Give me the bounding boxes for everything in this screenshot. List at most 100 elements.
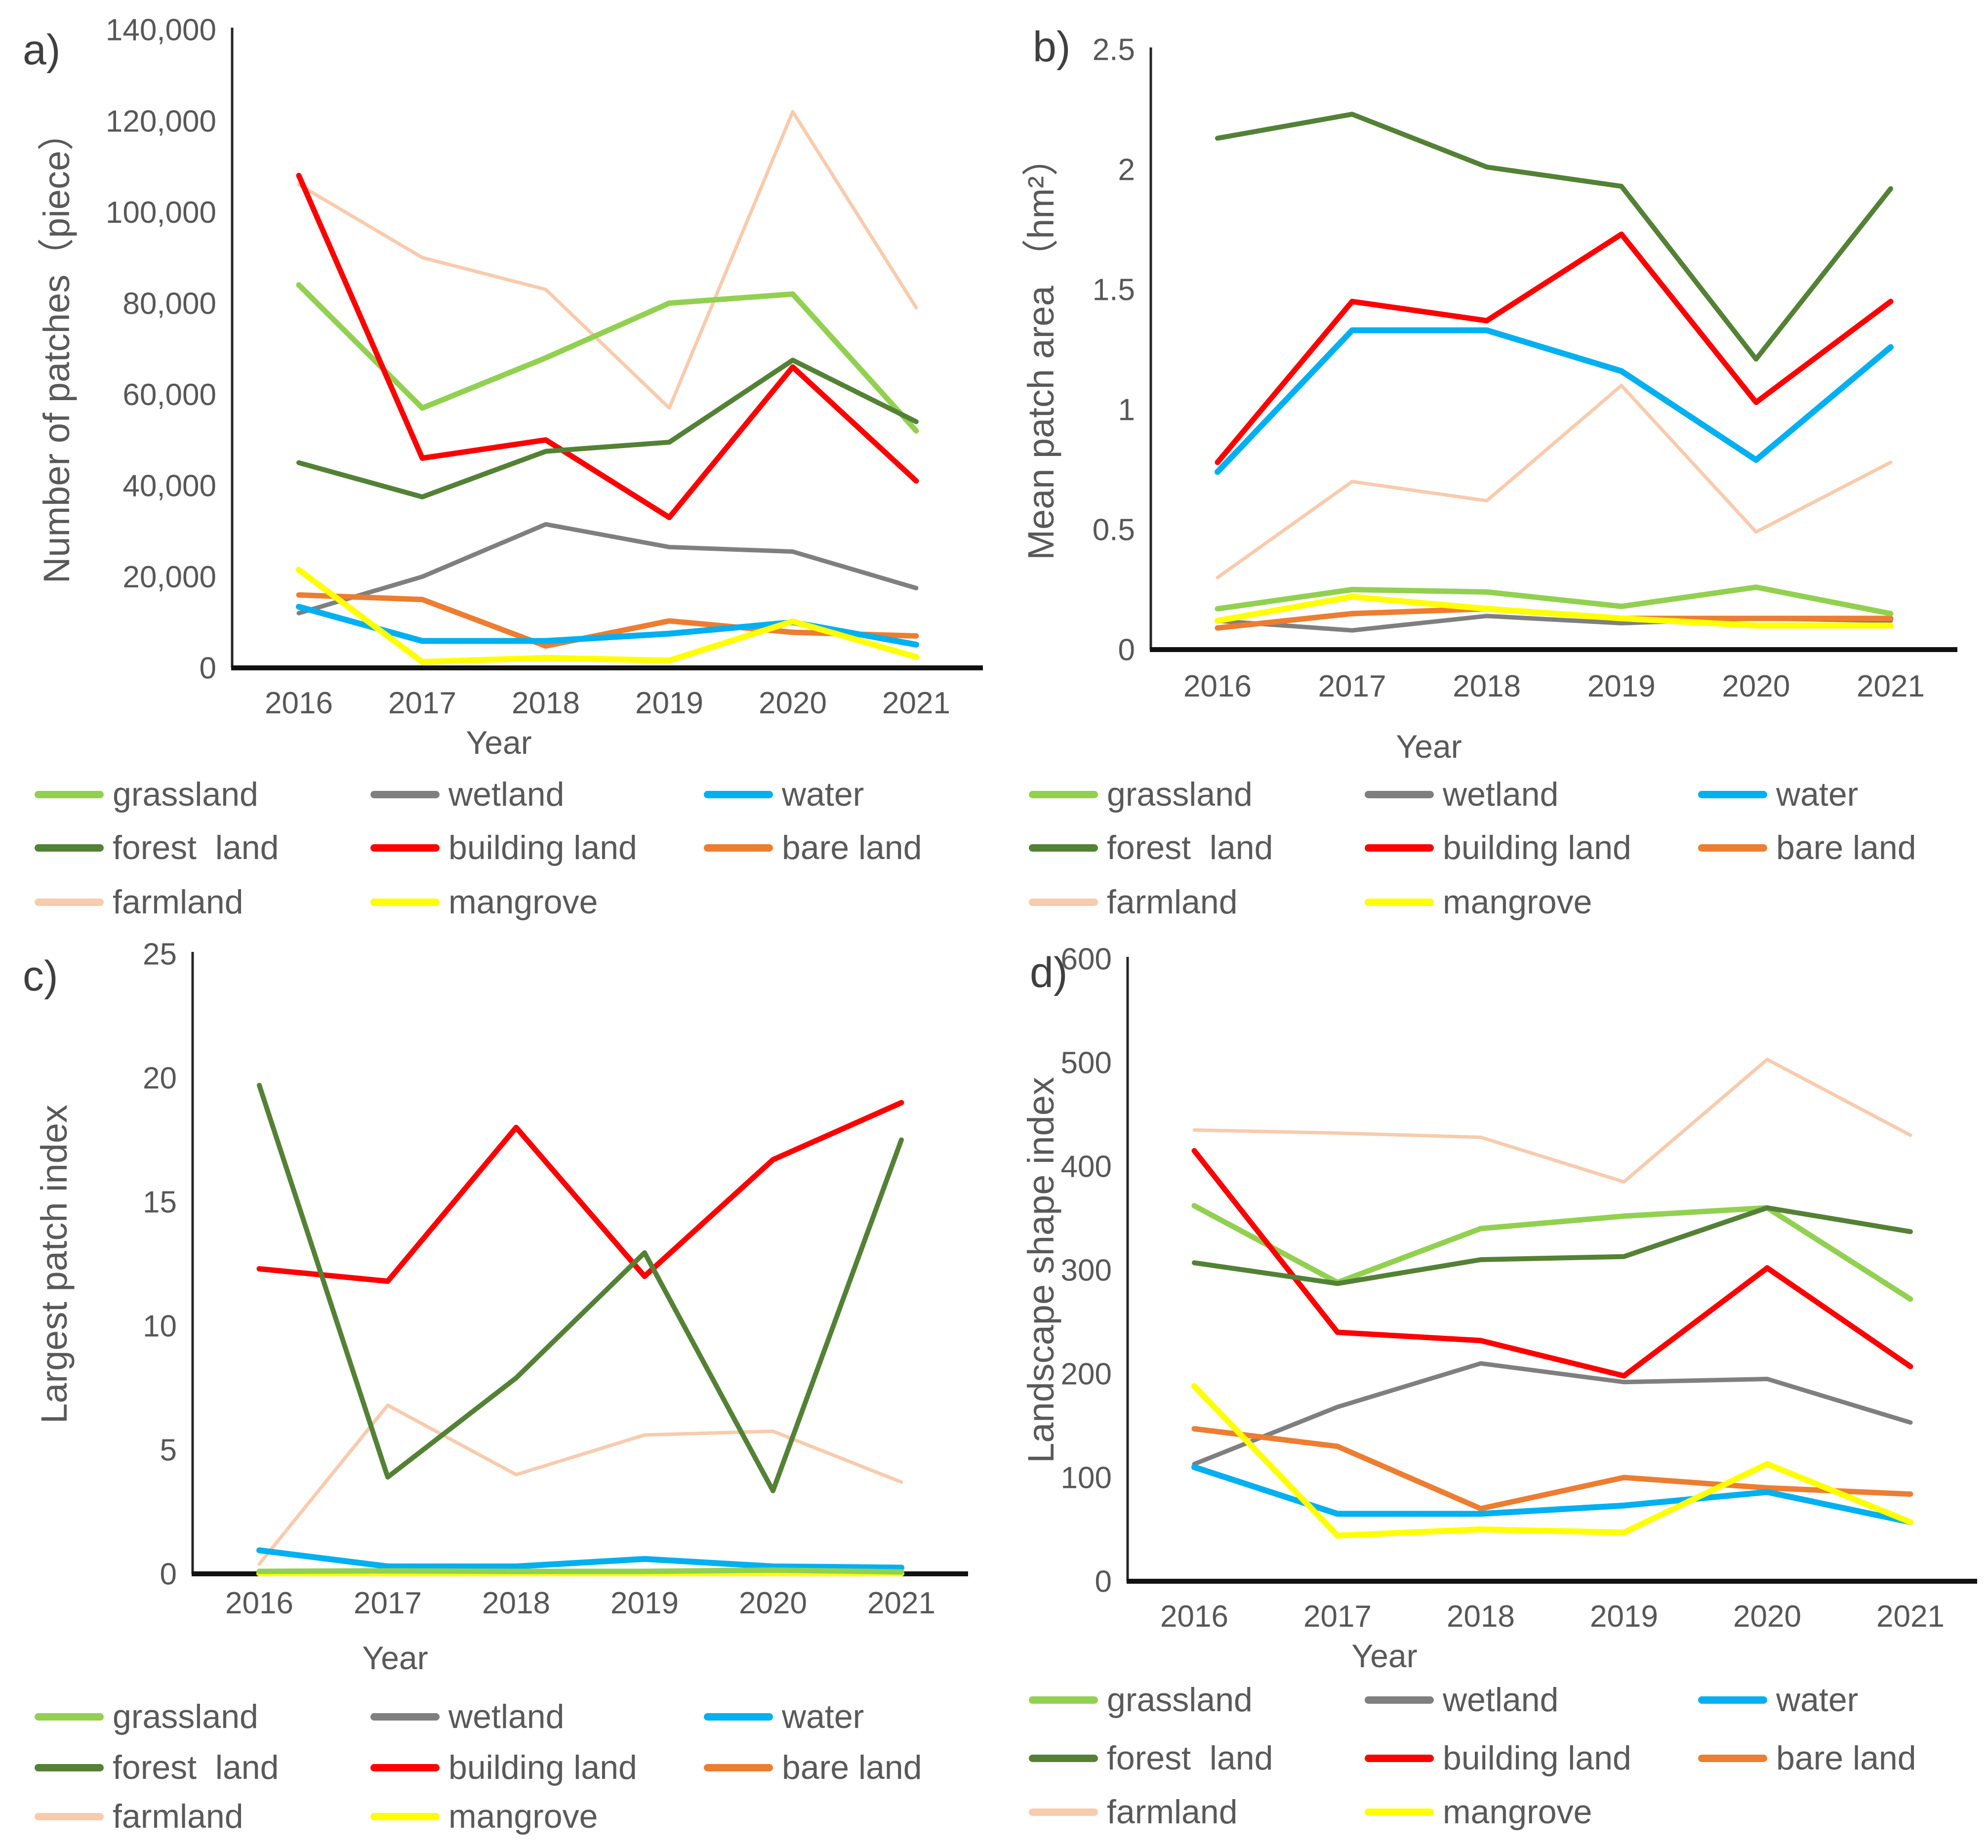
legend-label-farmland: farmland — [1107, 1793, 1238, 1831]
legend-label-water: water — [782, 1698, 864, 1735]
legend-label-forest_land: forest land — [1107, 1739, 1273, 1777]
legend-item-mangrove: mangrove — [1365, 882, 1592, 922]
y-tick-label: 0 — [200, 652, 216, 686]
legend-swatch-water — [1698, 1696, 1767, 1704]
chart-b-plot: 0 0.5 1 1.5 2 2.5 2016 2017 2018 2019 2020 2021 — [1093, 33, 1957, 703]
series-line-mangrove — [296, 567, 919, 665]
legend-label-farmland: farmland — [113, 883, 243, 921]
legend-item-forest_land: forest land — [1029, 828, 1273, 867]
x-tick-label: 2019 — [1587, 669, 1656, 703]
legend-swatch-grassland — [1029, 1696, 1098, 1704]
legend-item-wetland: wetland — [370, 1697, 564, 1736]
legend-swatch-mangrove — [370, 1812, 440, 1820]
y-tick-label: 60,000 — [122, 378, 216, 412]
legend-label-building_land: building land — [1443, 829, 1631, 866]
legend-swatch-building_land — [370, 844, 440, 852]
x-tick-label: 2021 — [867, 1586, 935, 1620]
panel-b: b) Mean patch area （hm²） 0 0.5 1 1.5 2 2.5 201… — [994, 0, 1988, 924]
x-tick-label: 2017 — [388, 686, 456, 720]
y-tick-label: 140,000 — [106, 13, 216, 47]
panel-c-label: c) — [23, 952, 58, 1000]
legend-swatch-forest_land — [1029, 844, 1098, 852]
legend-item-wetland: wetland — [1365, 775, 1558, 814]
y-tick-label: 0.5 — [1093, 513, 1135, 547]
x-tick-label: 2016 — [1160, 1600, 1228, 1634]
series-line-forest_land — [296, 358, 919, 499]
legend-item-bare_land: bare land — [1698, 828, 1916, 867]
legend-item-building_land: building land — [370, 1748, 637, 1787]
legend-item-wetland: wetland — [370, 775, 564, 814]
x-tick-label: 2016 — [1183, 669, 1252, 703]
legend-swatch-wetland — [1365, 1696, 1434, 1704]
series-line-water — [1215, 327, 1894, 475]
series-line-wetland — [1192, 1361, 1913, 1467]
panel-a: a) Number of patches（piece） 0 20,000 40,00… — [0, 0, 994, 924]
x-tick-label: 2019 — [1590, 1600, 1658, 1634]
y-tick-label: 200 — [1061, 1357, 1112, 1392]
legend-swatch-building_land — [370, 1764, 440, 1771]
series-line-forest_land — [1192, 1205, 1913, 1286]
chart-d-plot: 0 100 200 300 400 500 600 2016 2017 2018 2019 2020 2… — [1061, 943, 1977, 1634]
y-tick-label: 2 — [1118, 153, 1135, 187]
legend-item-farmland: farmland — [35, 1797, 243, 1836]
legend-swatch-mangrove — [1365, 1808, 1434, 1816]
legend-item-mangrove: mangrove — [370, 882, 598, 922]
x-tick-label: 2021 — [882, 686, 950, 720]
legend-item-building_land: building land — [370, 828, 637, 867]
legend-item-water: water — [1698, 775, 1858, 814]
legend-label-mangrove: mangrove — [1443, 883, 1592, 921]
legend-item-bare_land: bare land — [1698, 1738, 1916, 1778]
legend-label-bare_land: bare land — [1776, 829, 1916, 866]
legend-item-grassland: grassland — [1029, 775, 1253, 814]
legend-label-farmland: farmland — [113, 1798, 243, 1835]
series-line-wetland — [296, 522, 919, 616]
legend-item-building_land: building land — [1365, 1738, 1631, 1778]
series-line-farmland — [1216, 383, 1893, 579]
legend-item-forest_land: forest land — [35, 828, 279, 867]
x-tick-label: 2018 — [1447, 1600, 1515, 1634]
series-line-grassland — [256, 1567, 904, 1575]
y-tick-label: 0 — [1118, 633, 1135, 667]
panel-d: d) Landscape shape index 0 100 200 300 400 50… — [994, 924, 1988, 1848]
series-line-grassland — [296, 282, 919, 434]
panel-d-label: d) — [1030, 949, 1068, 996]
legend-label-forest_land: forest land — [113, 1749, 279, 1786]
x-tick-label: 2019 — [635, 686, 703, 720]
y-tick-label: 600 — [1061, 943, 1112, 977]
x-tick-label: 2018 — [1453, 669, 1521, 703]
legend-item-building_land: building land — [1365, 828, 1631, 867]
series-line-building_land — [1191, 1148, 1913, 1379]
legend-item-bare_land: bare land — [704, 1748, 922, 1787]
legend-swatch-wetland — [1365, 790, 1434, 798]
legend-item-forest_land: forest land — [35, 1748, 279, 1787]
x-tick-label: 2019 — [610, 1586, 679, 1620]
y-tick-label: 40,000 — [122, 469, 216, 503]
legend-swatch-forest_land — [35, 1764, 104, 1771]
legend-label-farmland: farmland — [1107, 883, 1238, 921]
legend-swatch-forest_land — [35, 844, 104, 852]
x-tick-label: 2017 — [354, 1586, 422, 1620]
legend-swatch-bare_land — [1698, 844, 1767, 852]
x-tick-label: 2020 — [739, 1586, 807, 1620]
y-tick-label: 25 — [143, 938, 177, 972]
y-tick-label: 400 — [1061, 1150, 1112, 1184]
series-line-farmland — [297, 110, 918, 410]
legend-label-grassland: grassland — [113, 776, 258, 813]
legend-item-grassland: grassland — [35, 775, 258, 814]
legend-label-grassland: grassland — [113, 1698, 258, 1735]
legend-swatch-grassland — [1029, 790, 1098, 798]
legend-swatch-mangrove — [1365, 898, 1434, 906]
legend-swatch-wetland — [370, 790, 440, 798]
x-tick-label: 2021 — [1876, 1600, 1945, 1634]
legend-label-bare_land: bare land — [1776, 1739, 1916, 1777]
panel-b-x-axis-title: Year — [1396, 728, 1462, 765]
legend-swatch-water — [704, 790, 773, 798]
legend-swatch-grassland — [35, 790, 104, 798]
legend-item-farmland: farmland — [1029, 1792, 1238, 1832]
y-tick-label: 2.5 — [1093, 33, 1135, 67]
legend-swatch-forest_land — [1029, 1754, 1098, 1762]
legend-label-building_land: building land — [1443, 1739, 1631, 1777]
legend-item-water: water — [704, 775, 864, 814]
legend-item-farmland: farmland — [1029, 882, 1238, 922]
x-tick-label: 2018 — [512, 686, 580, 720]
